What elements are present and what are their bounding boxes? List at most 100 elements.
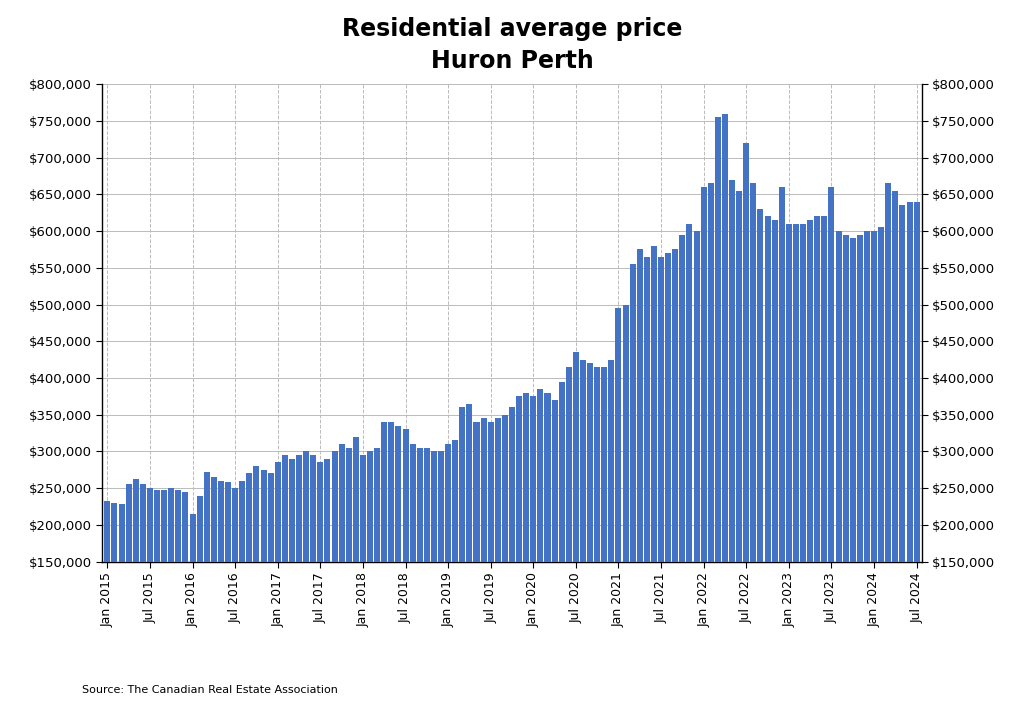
Bar <box>182 492 188 562</box>
Bar <box>722 114 728 562</box>
Bar <box>211 477 217 562</box>
Bar <box>666 253 671 562</box>
Bar <box>487 422 494 562</box>
Bar <box>453 440 458 562</box>
Bar <box>274 463 281 562</box>
Bar <box>332 451 338 562</box>
Bar <box>431 451 437 562</box>
Bar <box>892 191 898 562</box>
Bar <box>693 231 699 562</box>
Bar <box>460 407 465 562</box>
Bar <box>388 422 394 562</box>
Bar <box>218 481 224 562</box>
Bar <box>346 448 352 562</box>
Bar <box>559 382 564 562</box>
Bar <box>623 305 629 562</box>
Bar <box>566 367 571 562</box>
Bar <box>608 359 614 562</box>
Bar <box>785 224 792 562</box>
Bar <box>857 234 863 562</box>
Bar <box>495 418 501 562</box>
Bar <box>168 488 174 562</box>
Bar <box>765 216 771 562</box>
Bar <box>800 224 806 562</box>
Bar <box>395 425 401 562</box>
Bar <box>651 246 657 562</box>
Bar <box>473 422 479 562</box>
Text: Source: The Canadian Real Estate Association: Source: The Canadian Real Estate Associa… <box>82 685 338 695</box>
Bar <box>637 249 643 562</box>
Bar <box>672 249 678 562</box>
Bar <box>147 488 153 562</box>
Bar <box>580 359 586 562</box>
Bar <box>686 224 692 562</box>
Bar <box>899 206 905 562</box>
Bar <box>708 183 714 562</box>
Bar <box>133 479 139 562</box>
Bar <box>232 488 239 562</box>
Bar <box>466 404 472 562</box>
Bar <box>189 514 196 562</box>
Bar <box>374 448 380 562</box>
Bar <box>282 455 288 562</box>
Bar <box>367 451 373 562</box>
Bar <box>644 257 650 562</box>
Bar <box>736 191 742 562</box>
Bar <box>303 451 309 562</box>
Bar <box>523 392 529 562</box>
Bar <box>850 239 856 562</box>
Bar <box>267 473 273 562</box>
Bar <box>729 180 735 562</box>
Bar <box>743 143 750 562</box>
Bar <box>175 489 181 562</box>
Bar <box>913 201 920 562</box>
Bar <box>339 444 345 562</box>
Bar <box>594 367 600 562</box>
Bar <box>751 183 757 562</box>
Bar <box>296 455 302 562</box>
Bar <box>516 397 522 562</box>
Bar <box>410 444 416 562</box>
Bar <box>552 400 558 562</box>
Bar <box>843 234 849 562</box>
Bar <box>417 448 423 562</box>
Bar <box>879 227 884 562</box>
Bar <box>821 216 827 562</box>
Bar <box>864 231 870 562</box>
Bar <box>778 187 784 562</box>
Bar <box>381 422 387 562</box>
Bar <box>509 407 515 562</box>
Bar <box>445 444 452 562</box>
Bar <box>225 482 231 562</box>
Bar <box>630 264 636 562</box>
Bar <box>317 463 324 562</box>
Bar <box>402 430 409 562</box>
Bar <box>480 418 486 562</box>
Bar <box>615 308 622 562</box>
Bar <box>310 455 316 562</box>
Bar <box>758 209 764 562</box>
Bar <box>126 484 132 562</box>
Bar <box>871 231 877 562</box>
Bar <box>807 220 813 562</box>
Bar <box>325 459 331 562</box>
Bar <box>530 397 537 562</box>
Bar <box>538 389 544 562</box>
Bar <box>161 491 167 562</box>
Bar <box>700 187 707 562</box>
Bar <box>836 231 842 562</box>
Bar <box>772 220 777 562</box>
Bar <box>572 352 579 562</box>
Bar <box>289 459 295 562</box>
Bar <box>253 466 259 562</box>
Bar <box>204 472 210 562</box>
Bar <box>260 470 266 562</box>
Bar <box>104 501 111 562</box>
Bar <box>715 117 721 562</box>
Bar <box>828 187 835 562</box>
Bar <box>353 437 358 562</box>
Bar <box>197 496 203 562</box>
Bar <box>247 473 252 562</box>
Bar <box>793 224 799 562</box>
Bar <box>679 234 685 562</box>
